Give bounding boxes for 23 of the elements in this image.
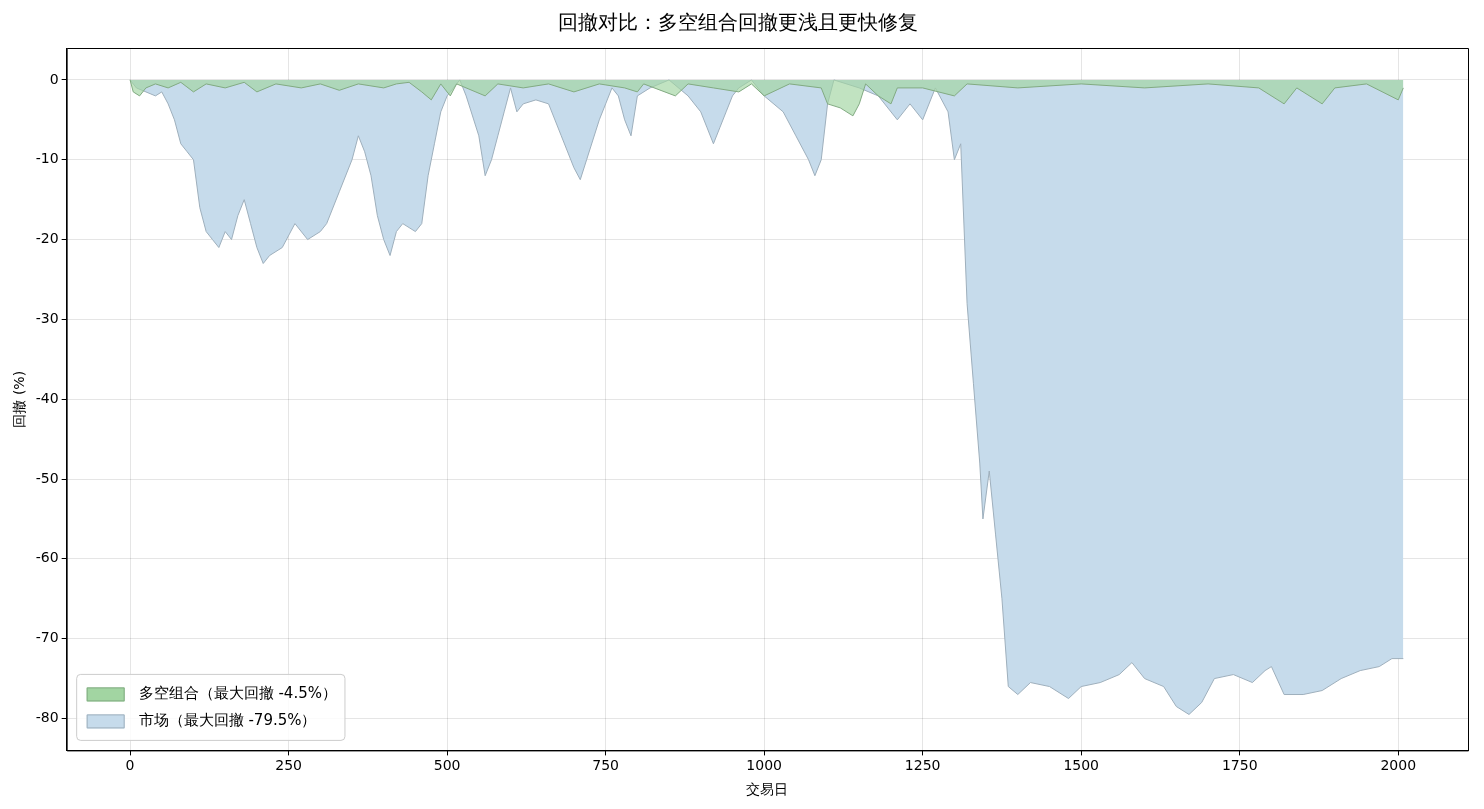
x-tick-label: 750 — [592, 757, 620, 774]
y-tick-label: -40 — [35, 389, 59, 406]
x-tick-label: 1000 — [746, 757, 782, 774]
y-tick-label: -50 — [35, 469, 59, 486]
y-tick-label: 0 — [49, 70, 59, 87]
y-tick-label: -20 — [35, 230, 59, 247]
legend-label: 多空组合（最大回撤 -4.5%） — [138, 684, 337, 703]
x-tick-label: 2000 — [1380, 757, 1417, 774]
x-tick-label: 0 — [125, 757, 135, 774]
y-tick-label: -70 — [35, 629, 59, 646]
chart-title: 回撤对比：多空组合回撤更浅且更快修复 — [558, 10, 918, 35]
y-axis-title: 回撤 (%) — [11, 370, 28, 428]
x-tick-label: 1500 — [1063, 757, 1100, 774]
x-tick-label: 250 — [275, 757, 302, 774]
y-tick-label: -80 — [35, 709, 59, 726]
y-tick-label: -30 — [35, 310, 59, 327]
x-axis-title: 交易日 — [746, 781, 789, 798]
y-tick-label: -60 — [35, 549, 59, 566]
y-tick-label: -10 — [35, 150, 59, 167]
x-tick-label: 1750 — [1221, 757, 1258, 774]
legend-label: 市场（最大回撤 -79.5%） — [138, 711, 317, 730]
x-tick-label: 500 — [433, 757, 461, 774]
x-tick-label: 1250 — [904, 757, 941, 774]
